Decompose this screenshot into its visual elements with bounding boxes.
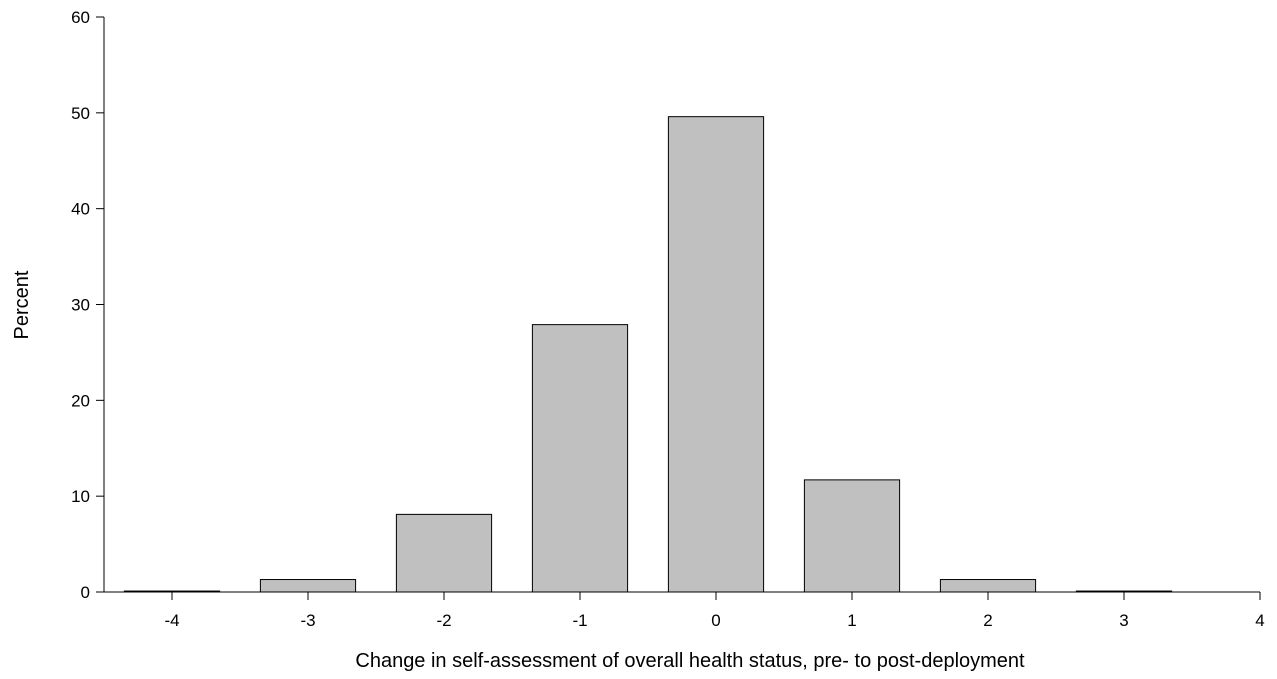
y-tick-label: 40	[71, 200, 90, 219]
bar	[939, 579, 1037, 593]
y-tick-label: 60	[71, 8, 90, 27]
y-tick-label: 10	[71, 487, 90, 506]
bar	[1075, 590, 1173, 593]
y-tick-label: 30	[71, 296, 90, 315]
y-axis-ticks: 0 10 20 30 40 50 60	[71, 8, 104, 602]
bar	[803, 479, 901, 593]
bars	[123, 116, 1173, 593]
x-tick-label: -2	[436, 611, 451, 630]
x-tick-label: -4	[164, 611, 179, 630]
y-tick-label: 50	[71, 104, 90, 123]
y-axis-title: Percent	[11, 270, 33, 339]
bar	[395, 513, 493, 593]
x-axis-ticks: -4 -3 -2 -1 0 1 2 3 4	[164, 592, 1265, 630]
bar	[667, 116, 765, 593]
y-tick-label: 0	[81, 583, 90, 602]
x-tick-label: 1	[847, 611, 856, 630]
x-axis-title: Change in self-assessment of overall hea…	[355, 650, 1025, 672]
x-tick-label: 4	[1255, 611, 1264, 630]
bar	[531, 324, 629, 593]
x-tick-label: -3	[300, 611, 315, 630]
bar	[123, 590, 221, 593]
x-tick-label: 2	[983, 611, 992, 630]
x-tick-label: 3	[1119, 611, 1128, 630]
x-tick-label: -1	[572, 611, 587, 630]
x-tick-label: 0	[711, 611, 720, 630]
bar	[259, 579, 357, 593]
y-tick-label: 20	[71, 391, 90, 410]
